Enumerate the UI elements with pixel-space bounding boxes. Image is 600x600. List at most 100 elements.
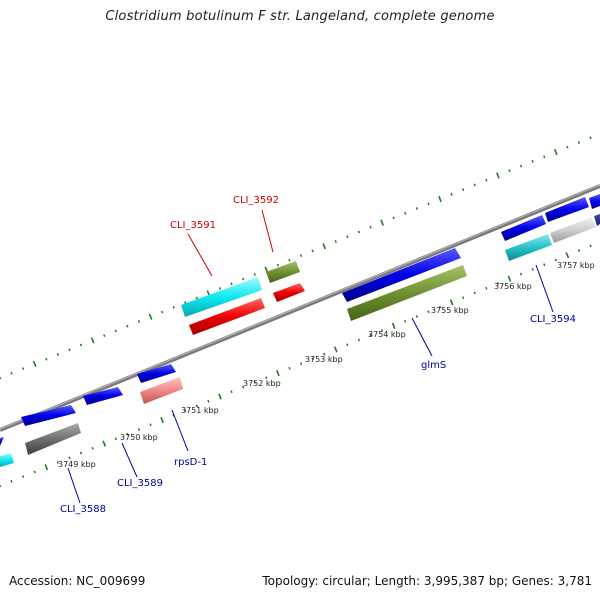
ruler-minor-tick (543, 263, 546, 267)
ruler-minor-tick (195, 296, 198, 300)
gene-arrow[interactable] (273, 283, 305, 302)
ruler-minor-tick (543, 155, 546, 159)
gene-label-glms[interactable]: glmS (421, 360, 446, 371)
ruler-minor-tick (218, 287, 222, 290)
ruler-minor-tick (554, 258, 557, 262)
gene-arrow-glms[interactable] (342, 248, 461, 302)
ruler-major-tick (160, 417, 164, 424)
ruler-major-tick (391, 322, 396, 329)
gene-box[interactable] (140, 377, 183, 404)
ruler-minor-tick (404, 319, 407, 323)
gene-arrow[interactable] (83, 387, 123, 405)
ruler-label: 3757 kbp (557, 261, 595, 270)
ruler-minor-tick (346, 343, 349, 347)
gene-label-cli-3592[interactable]: CLI_3592 (233, 195, 279, 206)
ruler-major-tick (507, 275, 512, 282)
ruler-minor-tick (473, 291, 476, 295)
ruler-minor-tick (56, 461, 59, 464)
ruler-minor-tick (299, 254, 303, 257)
ruler-minor-tick (172, 306, 175, 309)
ruler-minor-tick (589, 136, 592, 140)
gene-box[interactable] (594, 214, 600, 226)
gene-arrow[interactable] (501, 215, 546, 241)
ruler-minor-tick (230, 390, 233, 394)
gene-label-rpsd-1[interactable]: rpsD-1 (174, 457, 207, 468)
ruler-minor-tick (473, 183, 476, 187)
ruler-minor-tick (137, 428, 141, 431)
inner-ruler-ticks (0, 244, 592, 488)
ruler-minor-tick (288, 366, 291, 370)
ruler-major-tick (102, 440, 107, 447)
ruler-major-tick (44, 464, 49, 471)
ruler-major-tick (90, 337, 95, 344)
ruler-minor-tick (79, 451, 83, 455)
ruler-major-tick (438, 196, 442, 203)
outer-ruler-ticks (0, 136, 592, 380)
gene-box[interactable] (181, 277, 262, 317)
ruler-major-tick (565, 252, 570, 259)
ruler-minor-tick (126, 432, 129, 436)
ruler-labels: 3749 kbp 3750 kbp 3751 kbp 3752 kbp 3753… (58, 261, 595, 469)
ruler-minor-tick (415, 315, 418, 318)
ruler-minor-tick (369, 225, 372, 229)
ruler-minor-tick (242, 385, 245, 389)
ruler-minor-tick (334, 240, 337, 243)
gene-arrow[interactable] (189, 298, 265, 335)
ruler-label: 3752 kbp (243, 379, 281, 388)
ruler-minor-tick (519, 164, 523, 168)
ruler-major-tick (553, 148, 558, 156)
ruler-minor-tick (369, 333, 372, 337)
ruler-minor-tick (311, 249, 314, 253)
ruler-minor-tick (230, 282, 233, 286)
gene-box[interactable] (25, 423, 81, 455)
ruler-minor-tick (276, 263, 280, 267)
ruler-minor-tick (508, 169, 511, 173)
leader-cli-3589 (121, 442, 138, 478)
ruler-minor-tick (137, 320, 141, 323)
gene-arrow[interactable] (21, 405, 76, 426)
ruler-minor-tick (323, 352, 326, 356)
gene-arrow[interactable] (137, 364, 176, 383)
gene-arrow[interactable] (0, 437, 4, 446)
gene-arrow[interactable] (545, 197, 589, 222)
ruler-minor-tick (103, 334, 106, 337)
ruler-major-tick (449, 299, 454, 306)
ruler-minor-tick (311, 357, 314, 361)
ruler-minor-tick (114, 329, 117, 333)
ruler-minor-tick (288, 258, 291, 262)
ruler-minor-tick (381, 329, 384, 332)
gene-box[interactable] (266, 261, 300, 283)
ruler-minor-tick (404, 211, 407, 215)
ruler-major-tick (264, 266, 269, 273)
gene-label-cli-3588[interactable]: CLI_3588 (60, 504, 106, 515)
gene-label-cli-3594[interactable]: CLI_3594 (530, 314, 576, 325)
genome-backbone-highlight (0, 184, 600, 430)
ruler-minor-tick (566, 145, 569, 149)
gene-box[interactable] (505, 234, 552, 261)
ruler-label: 3749 kbp (58, 460, 96, 469)
gene-box[interactable] (550, 217, 596, 243)
ruler-minor-tick (462, 188, 465, 192)
ruler-minor-tick (91, 446, 94, 450)
ruler-minor-tick (56, 353, 59, 356)
ruler-minor-tick (519, 272, 523, 276)
ruler-major-tick (322, 243, 327, 250)
ruler-minor-tick (357, 338, 361, 342)
ruler-label: 3750 kbp (120, 433, 158, 442)
ruler-minor-tick (79, 343, 83, 347)
gene-arrow[interactable] (589, 194, 600, 209)
ruler-minor-tick (195, 404, 198, 408)
ruler-label: 3756 kbp (494, 282, 532, 291)
ruler-minor-tick (485, 286, 488, 290)
map-title: Clostridium botulinum F str. Langeland, … (105, 9, 495, 24)
ruler-label: 3755 kbp (431, 306, 469, 315)
gene-label-cli-3591[interactable]: CLI_3591 (170, 220, 216, 231)
gene-label-cli-3589[interactable]: CLI_3589 (117, 478, 163, 489)
ruler-minor-tick (531, 160, 534, 163)
gene-box[interactable] (347, 265, 467, 321)
genome-backbone (0, 184, 600, 432)
ruler-minor-tick (346, 235, 349, 239)
accession-text: Accession: NC_009699 (9, 574, 146, 588)
gene-box[interactable] (0, 453, 14, 467)
